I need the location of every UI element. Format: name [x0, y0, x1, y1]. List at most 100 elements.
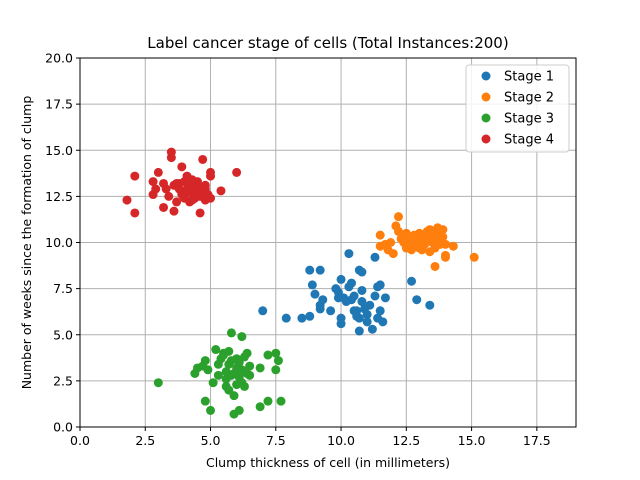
data-point [213, 370, 223, 380]
x-tick-label: 15.0 [458, 433, 486, 448]
data-point [430, 261, 440, 271]
data-point [237, 332, 247, 342]
x-tick-label: 17.5 [523, 433, 551, 448]
data-point [153, 167, 163, 177]
data-point [362, 309, 372, 319]
data-point [203, 190, 213, 200]
data-point [130, 208, 140, 218]
series-stage-2 [375, 212, 479, 271]
data-point [255, 363, 265, 373]
data-point [341, 297, 351, 307]
data-point [182, 188, 192, 198]
data-point [224, 346, 234, 356]
data-point [234, 357, 244, 367]
data-point [281, 313, 291, 323]
data-point [151, 184, 161, 194]
legend-label: Stage 4 [504, 133, 554, 148]
data-point [357, 297, 367, 307]
data-point [187, 195, 197, 205]
data-point [200, 396, 210, 406]
data-point [242, 348, 252, 358]
data-point [305, 265, 315, 275]
axis-ticks: 0.0 2.5 5.0 7.5 10.0 12.5 15.0 17.5 0.0 2.5 5.0 7.5… [45, 51, 551, 449]
data-point [271, 365, 281, 375]
data-point [271, 348, 281, 358]
data-point [346, 278, 356, 288]
series-stage-3 [153, 328, 286, 419]
data-point [172, 178, 182, 188]
data-point [354, 326, 364, 336]
data-point [258, 306, 268, 316]
data-point [192, 177, 202, 187]
y-tick-label: 2.5 [53, 373, 73, 388]
data-point [122, 195, 132, 205]
data-point [349, 291, 359, 301]
data-point [326, 306, 336, 316]
data-point [237, 378, 247, 388]
data-point [172, 197, 182, 207]
series-stage-1 [258, 249, 435, 336]
data-point [177, 162, 187, 172]
data-point [386, 238, 396, 247]
data-point [344, 249, 354, 259]
legend-marker [481, 71, 491, 81]
x-tick-label: 7.5 [266, 433, 286, 448]
data-point [388, 249, 398, 259]
data-point [440, 239, 450, 249]
x-tick-label: 10.0 [327, 433, 355, 448]
legend-label: Stage 2 [504, 91, 554, 106]
x-tick-label: 12.5 [392, 433, 420, 448]
data-point [245, 370, 255, 380]
data-point [307, 280, 317, 290]
data-point [412, 295, 422, 305]
data-point [378, 317, 388, 327]
data-point [195, 191, 205, 201]
data-point [375, 280, 385, 290]
y-tick-label: 12.5 [45, 189, 73, 204]
data-point [161, 184, 171, 194]
legend-marker [481, 113, 491, 123]
data-point [206, 405, 216, 415]
legend: Stage 1 Stage 2 Stage 3 Stage 4 [465, 64, 570, 153]
y-tick-label: 17.5 [45, 97, 73, 112]
legend-label: Stage 1 [504, 70, 554, 85]
data-point [255, 402, 265, 412]
data-point [401, 228, 411, 238]
data-point [370, 291, 380, 301]
data-points [122, 147, 479, 419]
y-axis-label: Number of weeks since the formation of c… [19, 96, 34, 390]
data-point [438, 232, 448, 242]
x-tick-label: 0.0 [70, 433, 90, 448]
data-point [245, 361, 255, 371]
data-point [203, 365, 213, 375]
data-point [357, 267, 367, 277]
data-point [130, 171, 140, 181]
data-point [336, 319, 346, 329]
data-point [393, 226, 403, 236]
data-point [409, 230, 419, 240]
data-point [318, 295, 328, 305]
data-point [221, 374, 231, 384]
legend-marker [481, 92, 491, 102]
data-point [273, 356, 283, 366]
y-tick-label: 0.0 [53, 420, 73, 435]
data-point [232, 167, 242, 177]
y-tick-label: 15.0 [45, 143, 73, 158]
data-point [234, 405, 244, 415]
data-point [216, 354, 226, 364]
y-tick-label: 7.5 [53, 281, 73, 296]
data-point [276, 396, 286, 406]
data-point [211, 345, 221, 355]
legend-marker [481, 134, 491, 144]
data-point [440, 252, 450, 262]
data-point [336, 274, 346, 284]
data-point [263, 396, 273, 406]
chart-title: Label cancer stage of cells (Total Insta… [147, 34, 508, 52]
data-point [315, 265, 325, 275]
data-point [153, 378, 163, 388]
data-point [357, 285, 367, 295]
data-point [375, 306, 385, 316]
data-point [438, 225, 448, 235]
data-point [297, 313, 307, 323]
data-point [362, 317, 372, 327]
